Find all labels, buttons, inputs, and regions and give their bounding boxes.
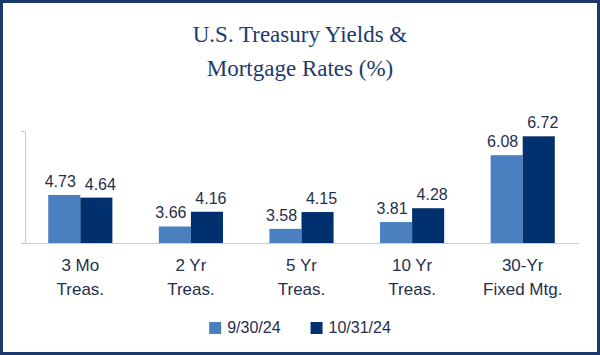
bar [523,136,555,243]
legend-swatch [311,322,323,334]
data-label: 6.08 [487,133,518,150]
y-axis [21,132,26,244]
x-axis: 3 MoTreas. 2 YrTreas. 5 YrTreas. 10 YrTreas… [26,244,579,299]
data-label: 3.58 [266,207,297,224]
data-label: 4.73 [45,173,76,190]
title: U.S. Treasury Yields &Mortgage Rates (%) [193,22,408,81]
bar [80,198,112,243]
bar [491,155,523,243]
data-label: 3.66 [155,204,186,221]
bar [412,208,444,243]
y-axis-line [21,132,26,244]
bars [48,136,555,243]
legend: 9/30/24 10/31/24 [209,319,391,336]
x-tick-label: 2 YrTreas. [167,256,215,299]
frame [2,2,599,354]
x-tick-label: 10 YrTreas. [388,256,436,299]
legend-item: 9/30/24 [209,319,280,336]
x-tick-label: 30-YrFixed Mtg. [483,256,562,299]
bar [191,212,223,243]
bar [302,212,334,243]
bar [269,229,301,243]
data-label: 4.28 [417,186,448,203]
x-axis-line [26,243,579,244]
legend-swatch [209,322,221,334]
bar [159,226,191,243]
x-tick: 2 YrTreas. [167,256,215,299]
data-label: 4.16 [195,190,226,207]
x-tick: 3 MoTreas. [57,256,105,299]
chart: U.S. Treasury Yields &Mortgage Rates (%)… [0,0,600,355]
data-label: 3.81 [376,200,407,217]
legend-label: 10/31/24 [329,319,391,336]
x-tick: 30-YrFixed Mtg. [483,256,562,299]
bar [380,222,412,243]
legend-item: 10/31/24 [311,319,391,336]
data-label: 4.15 [306,190,337,207]
x-tick: 10 YrTreas. [388,256,436,299]
x-tick: 5 YrTreas. [278,256,326,299]
x-tick-label: 5 YrTreas. [278,256,326,299]
data-labels: 4.73 3.66 3.58 3.81 6.08 4.64 4.16 4.15 4.28 6.72 [45,114,559,224]
data-label: 6.72 [527,114,558,131]
x-tick-label: 3 MoTreas. [57,256,105,299]
legend-label: 9/30/24 [227,319,280,336]
data-label: 4.64 [85,176,116,193]
bar [48,195,80,243]
